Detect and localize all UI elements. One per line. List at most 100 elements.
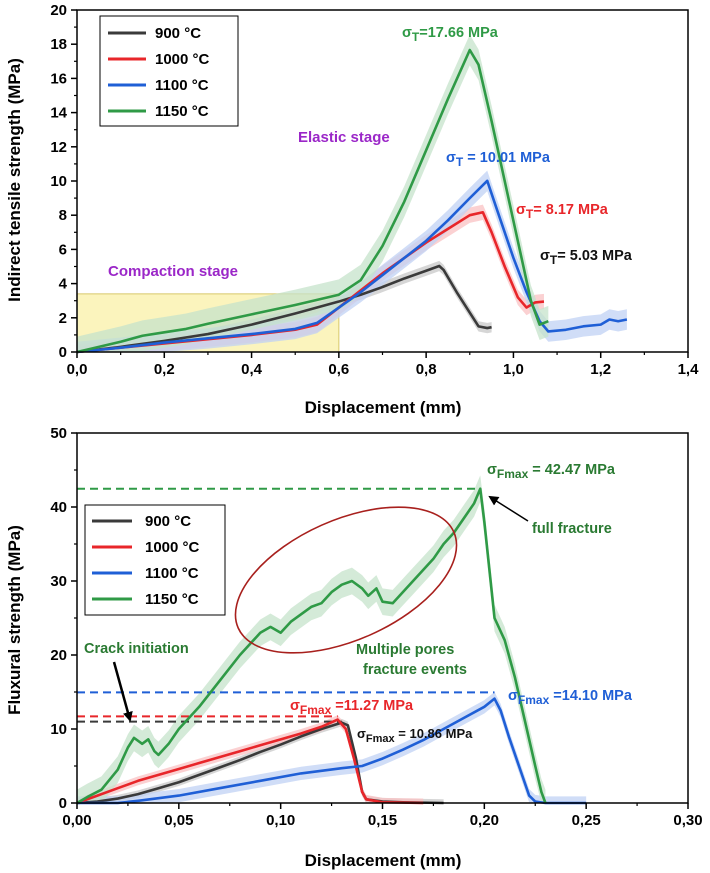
flex-peak-label-1100-value: =14.10 MPa [549,688,633,704]
tensile-x-ticks: 0,0 0,2 0,4 0,6 0,8 1,0 1,2 1,4 [67,352,700,378]
tensile-legend-label-900: 900 °C [155,25,201,42]
flex-peak-label-900-value: = 10.86 MPa [395,726,473,741]
y-tick-label: 20 [50,647,67,664]
x-tick-label: 0,25 [572,812,601,829]
peak-label-1100-sigma: σ [446,150,456,166]
peak-label-900-sub: T [550,253,558,267]
x-tick-label: 1,0 [503,361,524,378]
peak-label-900-value: = 5.03 MPa [557,248,632,264]
peak-label-900: σT= 5.03 MPa [540,248,633,267]
multiple-pores-label-line2: fracture events [363,662,467,678]
y-tick-label: 0 [59,344,67,361]
x-tick-label: 0,0 [67,361,88,378]
series-line-1100 [77,697,587,805]
tensile-legend-label-1150: 1150 °C [155,103,209,120]
band-1150 [77,34,549,353]
x-tick-label: 0,20 [470,812,499,829]
band-1100 [77,170,627,352]
x-tick-label: 1,4 [678,361,700,378]
peak-label-1000: σT= 8.17 MPa [516,202,609,221]
tensile-y-axis-title: Indirect tensile strength (MPa) [5,58,24,302]
series-line-900 [76,264,492,354]
peak-label-900-sigma: σ [540,248,550,264]
x-tick-label: 0,30 [673,812,702,829]
tensile-legend-label-1000: 1000 °C [155,51,210,68]
flex-peak-label-900-sigma: σ [357,726,366,741]
tensile-y-ticks: 0 2 4 6 8 10 12 14 16 18 20 [50,2,77,361]
peak-label-1150-sigma: σ [402,25,412,41]
peak-label-1100: σT = 10.01 MPa [446,150,551,169]
peak-label-1000-sub: T [526,207,534,221]
peak-label-1150-value: =17.66 MPa [419,25,499,41]
elastic-stage-label: Elastic stage [298,129,390,146]
y-tick-label: 10 [50,721,67,738]
series-line-1150 [76,487,547,805]
peak-label-1100-value: = 10.01 MPa [463,150,551,166]
flex-peak-label-1000-value: =11.27 MPa [331,698,414,714]
flexural-legend-label-1150: 1150 °C [145,591,199,608]
flex-peak-label-1150: σFmax = 42.47 MPa [487,462,616,481]
y-tick-label: 2 [59,310,67,327]
x-tick-label: 0,6 [328,361,349,378]
x-tick-label: 0,2 [154,361,175,378]
series-line-1100 [76,179,628,354]
y-tick-label: 18 [50,36,67,53]
flexural-chart: 0,00 0,05 0,10 0,15 0,20 0,25 0,30 0 10 20 30 40 50… [5,425,703,870]
flex-peak-label-1000-sub: Fmax [300,703,332,717]
series-line-1000 [76,718,424,805]
flex-peak-label-1150-value: = 42.47 MPa [528,462,616,478]
x-tick-label: 0,10 [266,812,295,829]
flex-peak-label-1150-sub: Fmax [497,467,529,481]
flexural-legend-label-1100: 1100 °C [145,565,199,582]
full-fracture-label: full fracture [532,521,612,537]
series-line-1150 [76,48,549,354]
peak-label-1150-sub: T [412,30,420,44]
flex-peak-label-1000: σFmax =11.27 MPa [290,698,414,717]
flexural-y-axis-title: Fluxural strength (MPa) [5,525,24,715]
crack-initiation-arrow [112,661,133,722]
flexural-reference-lines [77,487,495,723]
flex-peak-label-900-sub: Fmax [366,733,396,745]
tensile-legend: 900 °C 1000 °C 1100 °C 1150 °C [99,15,239,127]
flexural-legend: 900 °C 1000 °C 1100 °C 1150 °C [84,504,226,616]
y-tick-label: 10 [50,173,67,190]
y-tick-label: 0 [59,795,67,812]
flex-peak-label-1100: σFmax =14.10 MPa [508,688,633,707]
flexural-legend-box [84,504,226,616]
x-tick-label: 0,8 [416,361,437,378]
y-tick-label: 20 [50,2,67,19]
y-tick-label: 40 [50,499,67,516]
flexural-legend-label-900: 900 °C [145,513,191,530]
tensile-legend-label-1100: 1100 °C [155,77,209,94]
compaction-stage-label: Compaction stage [108,263,238,280]
x-tick-label: 0,05 [164,812,193,829]
y-tick-label: 30 [50,573,67,590]
flex-peak-label-1000-sigma: σ [290,698,300,714]
flexural-x-axis-title: Displacement (mm) [305,851,462,870]
peak-label-1100-sub: T [456,155,464,169]
y-tick-label: 50 [50,425,67,442]
peak-label-1000-sigma: σ [516,202,526,218]
flex-peak-label-1100-sigma: σ [508,688,518,704]
flexural-series-lines [76,487,587,805]
flex-peak-label-900: σFmax = 10.86 MPa [357,726,473,745]
y-tick-label: 8 [59,207,67,224]
y-tick-label: 16 [50,70,67,87]
y-tick-label: 6 [59,241,67,258]
x-tick-label: 0,4 [241,361,263,378]
flex-peak-label-1150-sigma: σ [487,462,497,478]
tensile-series-lines [76,48,628,354]
x-tick-label: 0,00 [62,812,91,829]
tensile-x-axis-title: Displacement (mm) [305,398,462,417]
flexural-y-ticks: 0 10 20 30 40 50 [50,425,77,812]
flexural-legend-label-1000: 1000 °C [145,539,200,556]
y-tick-label: 4 [59,276,68,293]
y-tick-label: 12 [50,139,67,156]
full-fracture-arrow [488,495,529,522]
multiple-pores-label-line1: Multiple pores [356,642,454,658]
peak-label-1150: σT=17.66 MPa [402,25,499,44]
y-tick-label: 14 [50,105,67,122]
flexural-x-ticks: 0,00 0,05 0,10 0,15 0,20 0,25 0,30 [62,803,703,829]
x-tick-label: 0,15 [368,812,397,829]
